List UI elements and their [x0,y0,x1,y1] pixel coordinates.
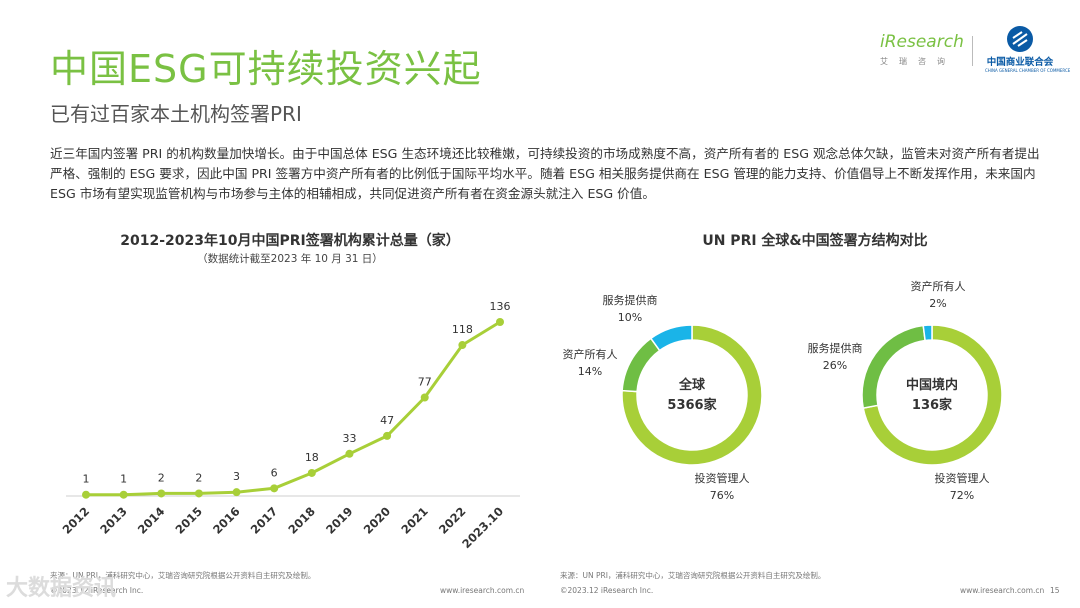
iresearch-logo: iResearch 艾瑞咨询 [880,32,964,67]
intro-paragraph: 近三年国内签署 PRI 的机构数量加快增长。由于中国总体 ESG 生态环境还比较… [50,146,1040,201]
data-point [270,484,279,493]
data-point [194,489,203,498]
x-tick-label: 2015 [172,504,205,537]
website-url-right[interactable]: www.iresearch.com.cn [960,586,1045,595]
data-point [157,489,166,498]
slice-percent-label: 14% [578,365,602,378]
donut-slice [621,324,763,466]
x-tick-label: 2014 [135,504,168,537]
slice-name-label: 资产所有人 [911,279,966,293]
donut-slice [922,324,933,342]
x-tick-label: 2021 [398,504,431,537]
donut-slice [621,337,661,393]
slice-percent-label: 2% [929,297,946,310]
data-point [82,490,90,499]
data-label: 2 [195,471,202,484]
data-label: 136 [490,300,511,313]
line-chart-title: 2012-2023年10月中国PRI签署机构累计总量（家） [120,233,460,249]
x-tick-label: 2017 [248,504,281,537]
data-label: 6 [271,466,278,479]
copyright-left: ©2023.12 iResearch Inc. [50,586,144,595]
data-label: 77 [418,375,432,388]
page-number: 15 [1050,586,1060,595]
slice-name-label: 投资管理人 [695,471,750,485]
data-label: 2 [158,471,165,484]
page-title: 中国ESG可持续投资兴起 [50,47,482,91]
data-point [383,431,392,440]
slice-name-label: 服务提供商 [603,293,658,307]
x-tick-label: 2018 [285,504,318,537]
copyright-right: ©2023.12 iResearch Inc. [560,586,654,595]
slice-name-label: 资产所有人 [563,347,618,361]
chamber-logo-en: CHINA GENERAL CHAMBER OF COMMERCE [985,68,1071,73]
data-point [345,449,354,458]
x-tick-label: 2022 [436,504,469,537]
data-point [232,488,241,497]
x-tick-label: 2019 [323,504,356,537]
source-note-right: 来源：UN PRI，浦科研究中心，艾瑞咨询研究院根据公开资料自主研究及绘制。 [560,571,826,580]
x-tick-label: 2016 [210,504,243,537]
slice-percent-label: 72% [950,489,974,502]
watermark: 大数据资讯 [6,576,117,601]
data-label: 47 [380,414,394,427]
donut-center-value: 5366家 [667,397,717,413]
slice-percent-label: 76% [710,489,734,502]
donut-center-label: 中国境内 [906,377,958,393]
x-tick-label: 2013 [97,504,130,537]
donut-chart-title: UN PRI 全球&中国签署方结构对比 [702,233,928,249]
data-label: 118 [452,323,473,336]
data-point [496,318,504,326]
iresearch-logo-cn: 艾瑞咨询 [880,57,956,66]
data-point [307,468,316,477]
chamber-emblem-icon [1007,26,1033,52]
data-label: 33 [342,432,356,445]
x-tick-label: 2023.10 [459,504,506,551]
donut-slice [649,324,693,352]
donut-slice [862,324,1003,466]
x-tick-label: 2012 [60,504,93,537]
donut-slice [861,324,926,409]
iresearch-logo-word: iResearch [880,32,964,52]
chamber-logo-name: 中国商业联合会 [986,57,1054,68]
line-chart-subtitle: （数据统计截至2023 年 10 月 31 日） [197,253,383,265]
slice-name-label: 投资管理人 [935,471,990,485]
data-label: 1 [83,473,90,486]
data-point [458,341,467,350]
website-url-left[interactable]: www.iresearch.com.cn [440,586,525,595]
chamber-logo: 中国商业联合会 CHINA GENERAL CHAMBER OF COMMERC… [985,24,1071,73]
data-point [119,490,128,499]
data-label: 3 [233,470,240,483]
data-point [420,393,429,402]
data-label: 18 [305,451,319,464]
donut-center-value: 136家 [912,397,953,413]
data-label: 1 [120,473,127,486]
slice-name-label: 服务提供商 [808,341,863,355]
series-line [86,320,501,497]
donut-center-label: 全球 [678,377,706,393]
slice-percent-label: 10% [618,311,642,324]
x-tick-label: 2020 [361,504,394,537]
source-note-left: 来源：UN PRI，浦科研究中心，艾瑞咨询研究院根据公开资料自主研究及绘制。 [50,571,316,580]
slice-percent-label: 26% [823,359,847,372]
logo-divider [972,36,973,66]
page-subtitle: 已有过百家本土机构签署PRI [50,102,302,126]
